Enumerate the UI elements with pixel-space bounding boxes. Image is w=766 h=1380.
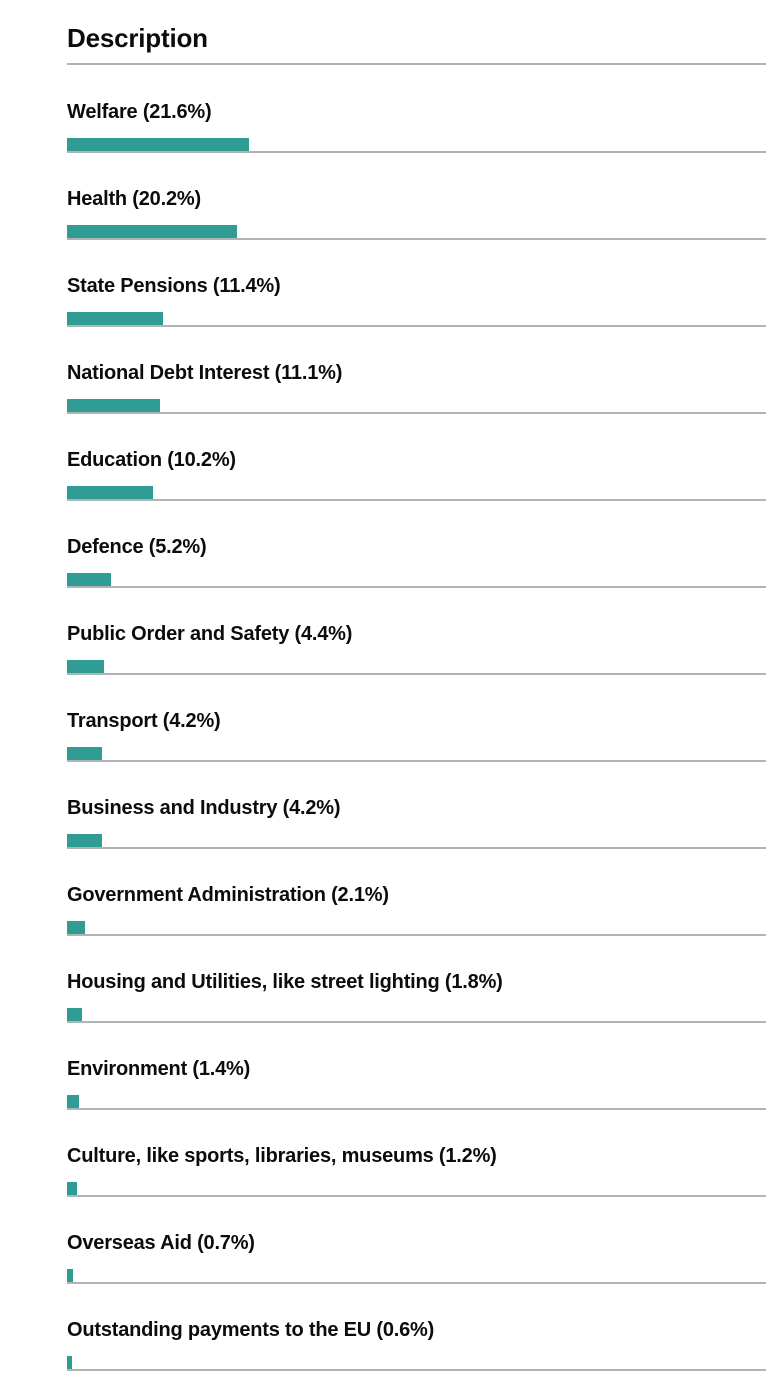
category-label: National Debt Interest (11.1%) — [67, 361, 343, 384]
category-label: Government Administration (2.1%) — [67, 883, 389, 906]
bar — [67, 485, 153, 499]
bar-track — [67, 1355, 766, 1371]
category-label: State Pensions (11.4%) — [67, 274, 281, 297]
category-label: Welfare (21.6%) — [67, 100, 212, 123]
chart-row: National Debt Interest (11.1%) — [67, 361, 766, 414]
chart-row: Outstanding payments to the EU (0.6%) — [67, 1318, 766, 1371]
bar — [67, 1181, 77, 1195]
bar — [67, 311, 163, 325]
bar-track — [67, 746, 766, 762]
category-label: Culture, like sports, libraries, museums… — [67, 1144, 497, 1167]
chart-row: Overseas Aid (0.7%) — [67, 1231, 766, 1284]
bar-track — [67, 920, 766, 936]
chart-row: Government Administration (2.1%) — [67, 883, 766, 936]
bar — [67, 1007, 82, 1021]
chart-row: Welfare (21.6%) — [67, 100, 766, 153]
bar-track — [67, 1181, 766, 1197]
chart-row: Transport (4.2%) — [67, 709, 766, 762]
category-label: Housing and Utilities, like street light… — [67, 970, 503, 993]
chart-row: Defence (5.2%) — [67, 535, 766, 588]
bar — [67, 833, 102, 847]
bar-track — [67, 833, 766, 849]
category-label: Public Order and Safety (4.4%) — [67, 622, 353, 645]
category-label: Education (10.2%) — [67, 448, 236, 471]
bar-track — [67, 1268, 766, 1284]
bar-track — [67, 224, 766, 240]
bar — [67, 137, 249, 151]
chart-row: Health (20.2%) — [67, 187, 766, 240]
bar-track — [67, 1007, 766, 1023]
chart-header-description: Description — [67, 23, 766, 65]
category-label: Environment (1.4%) — [67, 1057, 251, 1080]
bar — [67, 224, 237, 238]
bar-track — [67, 485, 766, 501]
chart-row: Business and Industry (4.2%) — [67, 796, 766, 849]
category-label: Transport (4.2%) — [67, 709, 221, 732]
chart-row: State Pensions (11.4%) — [67, 274, 766, 327]
category-label: Outstanding payments to the EU (0.6%) — [67, 1318, 435, 1341]
chart-row: Public Order and Safety (4.4%) — [67, 622, 766, 675]
chart-row: Environment (1.4%) — [67, 1057, 766, 1110]
chart-row: Culture, like sports, libraries, museums… — [67, 1144, 766, 1197]
bar — [67, 920, 85, 934]
bar-track — [67, 398, 766, 414]
bar — [67, 1268, 73, 1282]
bar — [67, 659, 104, 673]
bar-track — [67, 137, 766, 153]
bar-track — [67, 659, 766, 675]
bar — [67, 398, 160, 412]
category-label: Overseas Aid (0.7%) — [67, 1231, 255, 1254]
chart-rows: Welfare (21.6%) Health (20.2%) State Pen… — [67, 100, 766, 1371]
bar — [67, 1094, 79, 1108]
bar-track — [67, 572, 766, 588]
chart-row: Education (10.2%) — [67, 448, 766, 501]
bar-track — [67, 311, 766, 327]
bar-track — [67, 1094, 766, 1110]
bar — [67, 572, 111, 586]
spending-bar-chart: Description Welfare (21.6%) Health (20.2… — [67, 0, 766, 1371]
chart-row: Housing and Utilities, like street light… — [67, 970, 766, 1023]
category-label: Business and Industry (4.2%) — [67, 796, 341, 819]
bar — [67, 1355, 72, 1369]
bar — [67, 746, 102, 760]
category-label: Health (20.2%) — [67, 187, 201, 210]
category-label: Defence (5.2%) — [67, 535, 207, 558]
